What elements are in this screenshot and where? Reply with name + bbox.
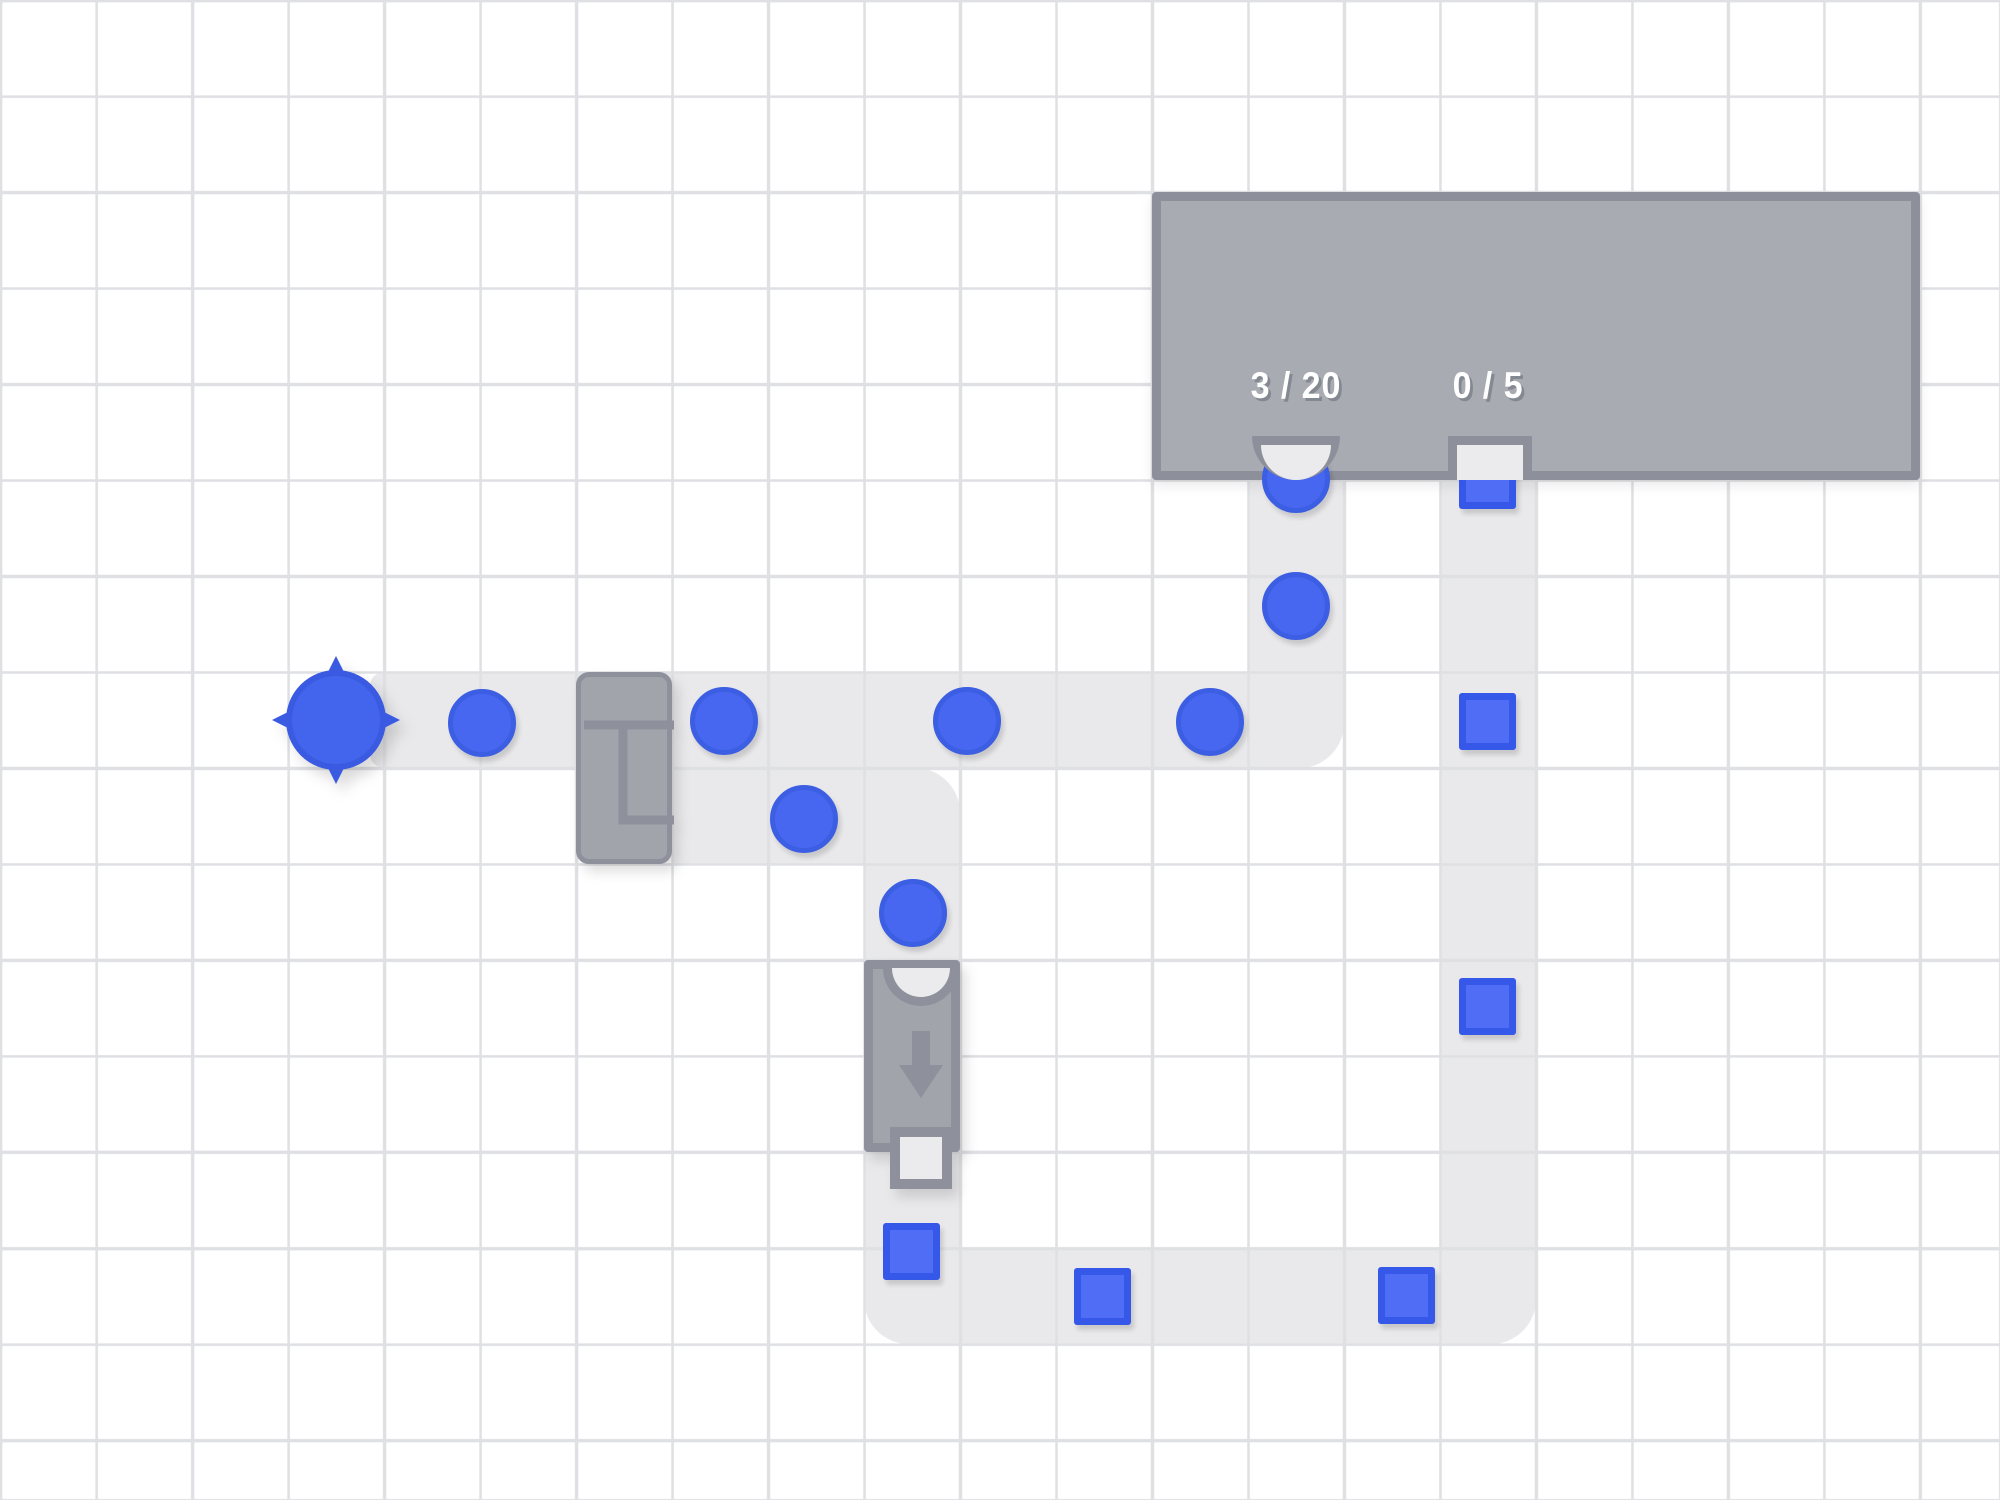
circle-shape-item: [933, 687, 1001, 755]
extractor-node[interactable]: [256, 640, 416, 800]
extractor-disc: [286, 670, 386, 770]
square-shape-item: [1459, 978, 1516, 1035]
conveyor-belt[interactable]: [864, 1248, 1536, 1344]
conveyor-belt[interactable]: [1440, 480, 1536, 1344]
square-shape-item: [1459, 693, 1516, 750]
square-shape-item: [1074, 1268, 1131, 1325]
circle-shape-item: [1176, 688, 1244, 756]
circle-shape-item: [690, 687, 758, 755]
hub-square-intake: [1457, 445, 1523, 480]
splitter-machine[interactable]: [576, 672, 674, 864]
processor-intake-notch: [883, 968, 959, 1006]
circle-shape-item: [448, 689, 516, 757]
circle-shape-item: [879, 879, 947, 947]
down-arrow-icon: [912, 1031, 930, 1067]
square-shape-item: [883, 1223, 940, 1280]
processor-machine[interactable]: [864, 960, 960, 1189]
square-shape-item: [1378, 1267, 1435, 1324]
hub-counter-squares: 0 / 5: [1452, 365, 1524, 406]
circle-shape-item: [1262, 572, 1330, 640]
down-arrow-icon-head: [899, 1065, 943, 1098]
hub-counter-circles: 3 / 20: [1250, 365, 1342, 406]
circle-shape-item: [770, 785, 838, 853]
splitter-flow-icon: [584, 720, 674, 825]
processor-output-port: [890, 1127, 952, 1189]
